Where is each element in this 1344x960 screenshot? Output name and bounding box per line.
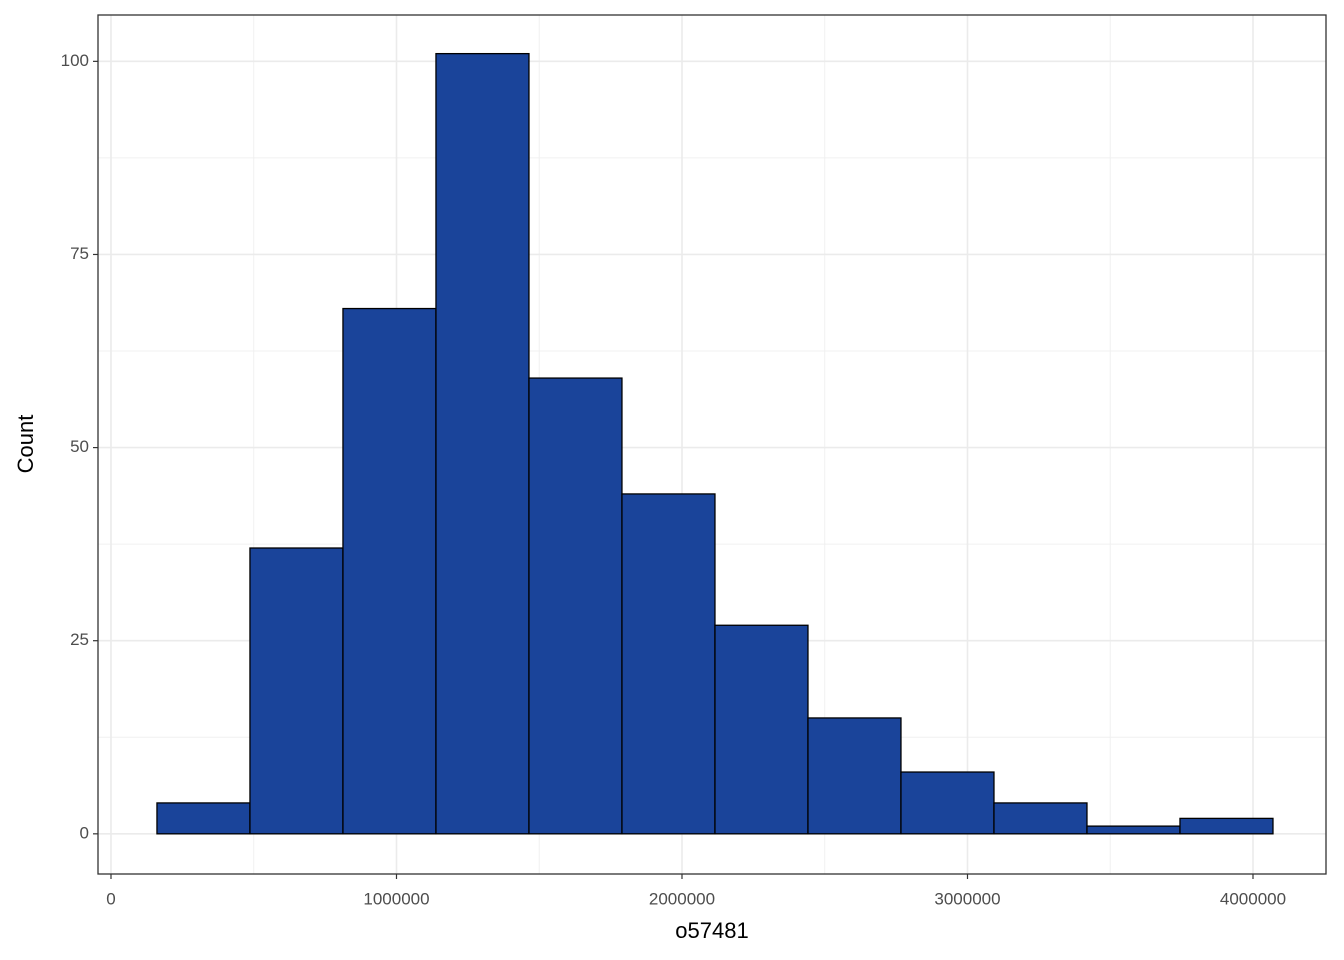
- bar: [435, 52, 530, 835]
- x-tick-label: 1000000: [363, 889, 429, 908]
- bar: [807, 717, 902, 835]
- bar: [528, 377, 623, 835]
- x-tick-label: 4000000: [1220, 889, 1286, 908]
- bar: [342, 307, 437, 835]
- plot-border: [97, 14, 1327, 875]
- bar: [993, 802, 1088, 835]
- bar: [1086, 825, 1181, 835]
- y-tick-label: 25: [70, 630, 89, 649]
- bar: [249, 547, 344, 835]
- y-tick-label: 50: [70, 437, 89, 456]
- bar: [621, 493, 716, 835]
- y-axis-title: Count: [13, 415, 38, 474]
- x-axis-title: o57481: [675, 918, 748, 943]
- x-tick-label: 2000000: [649, 889, 715, 908]
- y-tick-label: 100: [61, 51, 89, 70]
- bar: [1179, 817, 1274, 835]
- bar: [156, 802, 251, 835]
- y-tick-label: 75: [70, 244, 89, 263]
- bar: [900, 771, 995, 835]
- x-tick-label: 0: [106, 889, 115, 908]
- bar: [714, 624, 809, 835]
- x-tick-label: 3000000: [934, 889, 1000, 908]
- y-tick-label: 0: [80, 823, 89, 842]
